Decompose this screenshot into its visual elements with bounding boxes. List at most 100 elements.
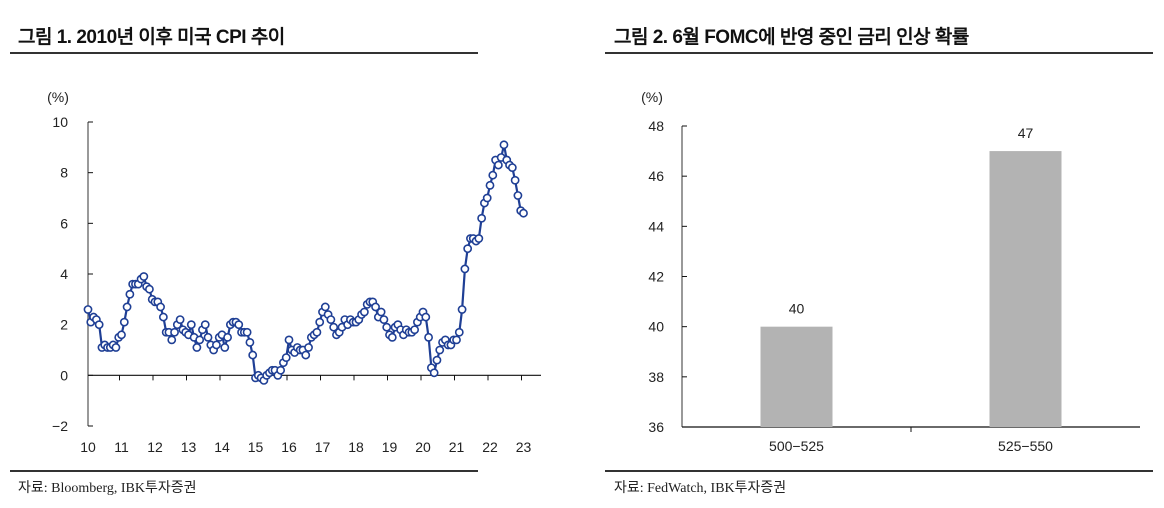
chart1-data-point bbox=[242, 327, 252, 337]
chart1-x-tick-label: 22 bbox=[482, 439, 498, 455]
chart2-header-rule bbox=[605, 52, 1153, 54]
chart1-x-tick-label: 16 bbox=[281, 439, 297, 455]
chart1-data-point bbox=[387, 332, 397, 342]
chart2-x-tick-label: 525−550 bbox=[998, 438, 1053, 454]
chart1-x-tick-label: 15 bbox=[248, 439, 264, 455]
chart1-data-point bbox=[432, 355, 442, 365]
chart1-x-tick-label: 18 bbox=[348, 439, 364, 455]
chart2-source: 자료: FedWatch, IBK투자증권 bbox=[614, 481, 787, 496]
chart1-footer-rule bbox=[10, 470, 478, 472]
chart1-data-point bbox=[493, 160, 503, 170]
chart1-data-point bbox=[281, 353, 291, 362]
chart1-data-point bbox=[212, 340, 221, 350]
chart1-data-point bbox=[326, 315, 336, 324]
chart1-data-point bbox=[429, 368, 439, 378]
chart1-data-point bbox=[382, 322, 392, 332]
chart1-data-point bbox=[223, 332, 232, 342]
chart2-y-tick-label: 42 bbox=[648, 269, 664, 285]
chart1-data-point bbox=[192, 343, 202, 352]
chart1-data-point bbox=[220, 343, 230, 352]
chart1-data-point bbox=[175, 315, 185, 324]
chart1-x-tick-label: 21 bbox=[449, 439, 465, 455]
chart1-data-point bbox=[117, 330, 126, 340]
chart1-data-point bbox=[510, 175, 520, 185]
chart2-bar bbox=[989, 151, 1062, 428]
chart1-data-point bbox=[519, 208, 528, 218]
chart1-data-point bbox=[83, 305, 93, 314]
chart1-source: 자료: Bloomberg, IBK투자증권 bbox=[18, 481, 197, 496]
chart1-x-tick-label: 13 bbox=[181, 439, 197, 455]
chart2-y-tick-label: 36 bbox=[648, 419, 664, 435]
chart1-data-point bbox=[507, 163, 517, 172]
chart1-data-point bbox=[304, 343, 313, 352]
chart1-data-point bbox=[359, 307, 369, 317]
chart1-data-point bbox=[248, 350, 258, 360]
chart2-y-tick-label: 48 bbox=[648, 118, 664, 134]
chart1-data-point bbox=[320, 302, 330, 312]
chart2-data-label: 40 bbox=[789, 301, 805, 317]
chart2-y-tick-label: 46 bbox=[648, 168, 664, 184]
chart1-data-point bbox=[454, 327, 464, 337]
chart1-data-point bbox=[485, 180, 495, 190]
chart1-data-point bbox=[301, 350, 311, 360]
chart1-data-point bbox=[421, 312, 431, 322]
chart1-data-point bbox=[312, 327, 322, 337]
chart1-x-tick-label: 12 bbox=[147, 439, 163, 455]
chart2-y-unit: (%) bbox=[641, 89, 663, 105]
chart1-data-point bbox=[195, 335, 205, 345]
chart1-data-point bbox=[119, 317, 129, 327]
chart1-data-point bbox=[234, 320, 244, 330]
chart1-data-point bbox=[167, 335, 177, 345]
chart1-y-tick-label: 2 bbox=[60, 317, 68, 333]
chart1-data-point bbox=[315, 317, 325, 327]
chart1-data-point bbox=[156, 302, 165, 312]
chart1-x-tick-label: 20 bbox=[415, 439, 431, 455]
chart1-x-tick-label: 23 bbox=[516, 439, 532, 455]
chart1-data-point bbox=[488, 170, 498, 180]
chart1-x-tick-label: 11 bbox=[114, 439, 129, 455]
chart1-y-unit: (%) bbox=[47, 89, 69, 105]
chart1-data-point bbox=[457, 305, 467, 314]
chart2-x-tick-label: 500−525 bbox=[769, 438, 824, 454]
chart1-data-point bbox=[477, 213, 487, 223]
chart1-data-point bbox=[460, 264, 470, 274]
chart1-data-point bbox=[435, 345, 445, 355]
chart2-footer-rule bbox=[605, 470, 1153, 472]
chart1-x-tick-label: 14 bbox=[214, 439, 230, 455]
chart1-data-point bbox=[284, 335, 294, 345]
chart1-data-point bbox=[139, 272, 149, 281]
chart1-data-point bbox=[424, 332, 433, 342]
chart1-data-point bbox=[186, 320, 196, 330]
chart1-x-tick-label: 10 bbox=[80, 439, 96, 455]
chart1-x-tick-label: 17 bbox=[315, 439, 331, 455]
chart2-y-tick-label: 44 bbox=[648, 218, 664, 234]
chart1-header-rule bbox=[10, 52, 478, 54]
chart2-title: 그림 2. 6월 FOMC에 반영 중인 금리 인상 확률 bbox=[614, 27, 969, 48]
chart1-data-point bbox=[499, 140, 509, 150]
chart1-data-point bbox=[122, 302, 132, 312]
chart1-data-point bbox=[463, 244, 473, 254]
chart1-data-point bbox=[170, 327, 179, 337]
chart1-data-point bbox=[474, 234, 484, 243]
chart1-data-point bbox=[452, 335, 461, 345]
chart2-bar bbox=[760, 326, 833, 427]
chart2-data-label: 47 bbox=[1018, 125, 1034, 141]
chart1-y-tick-label: 0 bbox=[60, 367, 68, 383]
chart1-data-point bbox=[379, 315, 389, 324]
chart1-y-tick-label: 6 bbox=[60, 215, 68, 231]
chart1-y-tick-label: 4 bbox=[60, 266, 68, 282]
chart1-data-point bbox=[482, 193, 492, 203]
chart1-title: 그림 1. 2010년 이후 미국 CPI 추이 bbox=[18, 27, 285, 48]
chart1-data-point bbox=[513, 191, 523, 200]
chart1-data-point bbox=[111, 343, 121, 352]
chart2-y-tick-label: 40 bbox=[648, 319, 664, 335]
chart1-data-point bbox=[203, 332, 213, 342]
chart1-data-point bbox=[376, 307, 386, 317]
chart1-data-point bbox=[329, 322, 339, 332]
chart1-y-tick-label: −2 bbox=[52, 418, 68, 434]
chart1-data-point bbox=[125, 289, 135, 299]
chart1-data-point bbox=[94, 320, 104, 330]
chart1-y-tick-label: 8 bbox=[60, 165, 68, 181]
chart1-data-point bbox=[245, 337, 255, 347]
chart2-y-tick-label: 38 bbox=[648, 369, 664, 385]
